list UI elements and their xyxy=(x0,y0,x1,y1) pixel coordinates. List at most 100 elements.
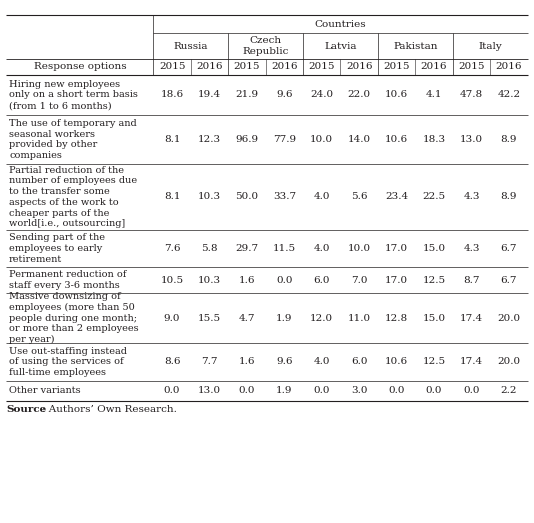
Text: 5.8: 5.8 xyxy=(201,244,218,253)
Text: Partial reduction of the
number of employees due
to the transfer some
aspects of: Partial reduction of the number of emplo… xyxy=(9,166,137,228)
Text: 12.3: 12.3 xyxy=(198,135,221,144)
Text: 8.9: 8.9 xyxy=(501,135,517,144)
Text: 0.0: 0.0 xyxy=(239,386,255,395)
Text: 20.0: 20.0 xyxy=(497,314,521,323)
Text: Use out-staffing instead
of using the services of
full-time employees: Use out-staffing instead of using the se… xyxy=(9,347,127,377)
Text: Pakistan: Pakistan xyxy=(393,41,437,51)
Text: 1.6: 1.6 xyxy=(239,357,255,367)
Text: 0.0: 0.0 xyxy=(276,276,293,285)
Text: 8.9: 8.9 xyxy=(501,192,517,201)
Text: 15.5: 15.5 xyxy=(198,314,221,323)
Text: 4.0: 4.0 xyxy=(313,192,330,201)
Text: 10.5: 10.5 xyxy=(161,276,184,285)
Text: 15.0: 15.0 xyxy=(422,244,445,253)
Text: 42.2: 42.2 xyxy=(497,90,521,99)
Text: Response options: Response options xyxy=(34,62,126,72)
Text: 1.9: 1.9 xyxy=(276,314,293,323)
Text: 4.3: 4.3 xyxy=(463,192,480,201)
Text: 2015: 2015 xyxy=(383,62,410,72)
Text: 10.6: 10.6 xyxy=(385,90,408,99)
Text: Massive downsizing of
employees (more than 50
people during one month;
or more t: Massive downsizing of employees (more th… xyxy=(9,292,139,345)
Text: Permanent reduction of
staff every 3-6 months: Permanent reduction of staff every 3-6 m… xyxy=(9,270,127,290)
Text: 10.6: 10.6 xyxy=(385,135,408,144)
Text: 8.6: 8.6 xyxy=(164,357,180,367)
Text: 10.0: 10.0 xyxy=(310,135,333,144)
Text: 4.1: 4.1 xyxy=(426,90,442,99)
Text: 24.0: 24.0 xyxy=(310,90,333,99)
Text: 77.9: 77.9 xyxy=(273,135,296,144)
Text: Source: Source xyxy=(6,405,46,414)
Text: 4.0: 4.0 xyxy=(313,244,330,253)
Text: 9.6: 9.6 xyxy=(276,357,293,367)
Text: 8.1: 8.1 xyxy=(164,135,180,144)
Text: 2016: 2016 xyxy=(346,62,372,72)
Text: 2015: 2015 xyxy=(309,62,335,72)
Text: 10.6: 10.6 xyxy=(385,357,408,367)
Text: 4.3: 4.3 xyxy=(463,244,480,253)
Text: 8.1: 8.1 xyxy=(164,192,180,201)
Text: 0.0: 0.0 xyxy=(463,386,480,395)
Text: 0.0: 0.0 xyxy=(426,386,442,395)
Text: 15.0: 15.0 xyxy=(422,314,445,323)
Text: Other variants: Other variants xyxy=(9,386,81,395)
Text: 2015: 2015 xyxy=(458,62,485,72)
Text: Countries: Countries xyxy=(315,19,366,29)
Text: Russia: Russia xyxy=(174,41,208,51)
Text: 33.7: 33.7 xyxy=(273,192,296,201)
Text: : Authors’ Own Research.: : Authors’ Own Research. xyxy=(42,405,177,414)
Text: 9.6: 9.6 xyxy=(276,90,293,99)
Text: 12.5: 12.5 xyxy=(422,357,445,367)
Text: 4.7: 4.7 xyxy=(239,314,255,323)
Text: The use of temporary and
seasonal workers
provided by other
companies: The use of temporary and seasonal worker… xyxy=(9,119,137,160)
Text: 1.6: 1.6 xyxy=(239,276,255,285)
Text: 7.6: 7.6 xyxy=(164,244,180,253)
Text: 1.9: 1.9 xyxy=(276,386,293,395)
Text: 12.8: 12.8 xyxy=(385,314,408,323)
Text: 14.0: 14.0 xyxy=(348,135,371,144)
Text: 7.0: 7.0 xyxy=(351,276,367,285)
Text: 13.0: 13.0 xyxy=(198,386,221,395)
Text: 11.0: 11.0 xyxy=(348,314,371,323)
Text: 17.0: 17.0 xyxy=(385,244,408,253)
Text: 2016: 2016 xyxy=(197,62,223,72)
Text: 19.4: 19.4 xyxy=(198,90,221,99)
Text: 8.7: 8.7 xyxy=(463,276,480,285)
Text: 2016: 2016 xyxy=(271,62,297,72)
Text: 0.0: 0.0 xyxy=(164,386,180,395)
Text: 6.0: 6.0 xyxy=(351,357,367,367)
Text: 17.4: 17.4 xyxy=(460,357,483,367)
Text: Sending part of the
employees to early
retirement: Sending part of the employees to early r… xyxy=(9,233,105,264)
Text: 2015: 2015 xyxy=(234,62,260,72)
Text: 12.0: 12.0 xyxy=(310,314,333,323)
Text: 21.9: 21.9 xyxy=(235,90,258,99)
Text: 10.3: 10.3 xyxy=(198,276,221,285)
Text: 23.4: 23.4 xyxy=(385,192,408,201)
Text: 22.0: 22.0 xyxy=(348,90,371,99)
Text: 20.0: 20.0 xyxy=(497,357,521,367)
Text: 10.3: 10.3 xyxy=(198,192,221,201)
Text: 13.0: 13.0 xyxy=(460,135,483,144)
Text: 96.9: 96.9 xyxy=(235,135,258,144)
Text: 17.0: 17.0 xyxy=(385,276,408,285)
Text: 2.2: 2.2 xyxy=(501,386,517,395)
Text: 0.0: 0.0 xyxy=(313,386,330,395)
Text: 6.0: 6.0 xyxy=(313,276,330,285)
Text: 4.0: 4.0 xyxy=(313,357,330,367)
Text: 18.6: 18.6 xyxy=(161,90,184,99)
Text: 6.7: 6.7 xyxy=(501,276,517,285)
Text: Italy: Italy xyxy=(478,41,502,51)
Text: 3.0: 3.0 xyxy=(351,386,367,395)
Text: 22.5: 22.5 xyxy=(422,192,445,201)
Text: 10.0: 10.0 xyxy=(348,244,371,253)
Text: 2015: 2015 xyxy=(159,62,185,72)
Text: 11.5: 11.5 xyxy=(273,244,296,253)
Text: 18.3: 18.3 xyxy=(422,135,445,144)
Text: Latvia: Latvia xyxy=(324,41,357,51)
Text: 6.7: 6.7 xyxy=(501,244,517,253)
Text: 47.8: 47.8 xyxy=(460,90,483,99)
Text: 2016: 2016 xyxy=(421,62,447,72)
Text: 7.7: 7.7 xyxy=(201,357,218,367)
Text: Czech
Republic: Czech Republic xyxy=(242,36,289,56)
Text: 29.7: 29.7 xyxy=(235,244,258,253)
Text: 2016: 2016 xyxy=(496,62,522,72)
